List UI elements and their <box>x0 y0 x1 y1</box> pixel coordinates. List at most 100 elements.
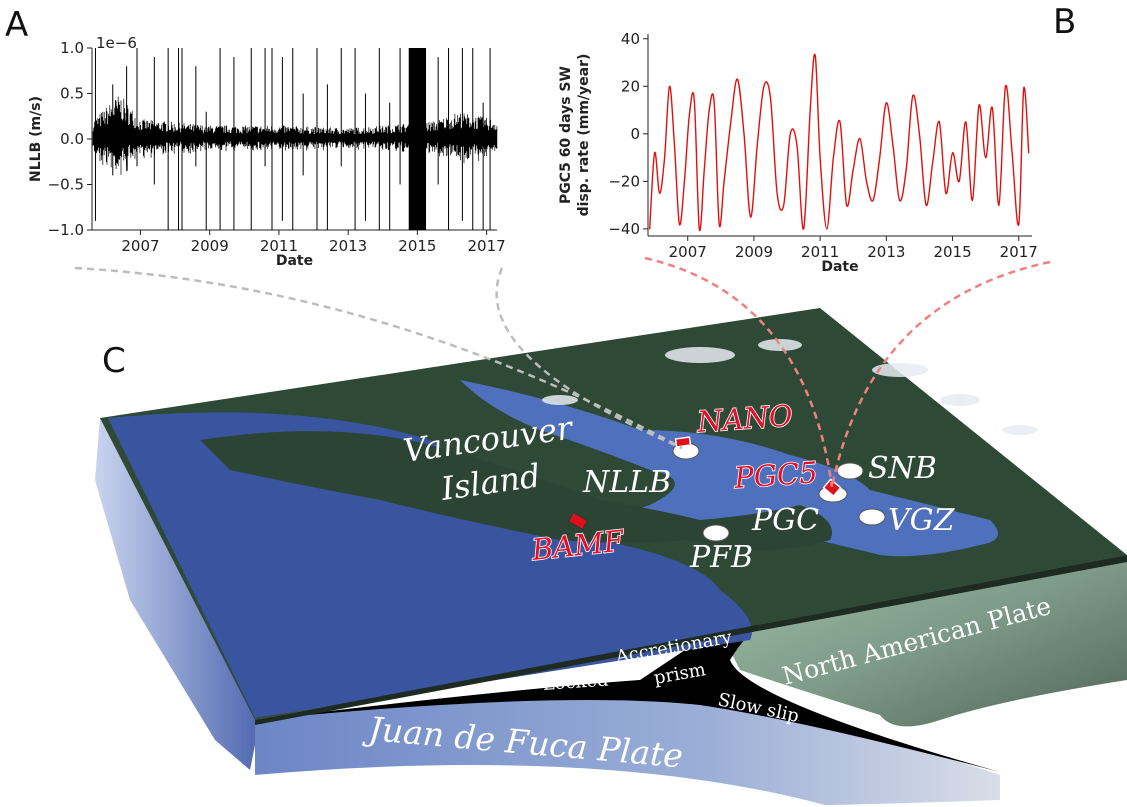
data-point <box>1028 152 1030 154</box>
x-tick-label: 2013 <box>329 237 367 255</box>
data-point <box>865 180 868 182</box>
block-diagram <box>95 308 1127 805</box>
data-point <box>668 85 671 87</box>
stations <box>567 436 886 542</box>
y-tick-label: −1.0 <box>48 221 84 239</box>
data-point <box>708 109 710 111</box>
data-point <box>899 199 901 201</box>
x-tick-label: 2011 <box>801 243 839 261</box>
x-tick-label: 2017 <box>468 237 506 255</box>
data-point <box>905 168 907 171</box>
data-point <box>678 223 681 225</box>
data-point <box>892 145 894 147</box>
data-point <box>945 192 947 194</box>
x-tick-label: 2015 <box>933 243 971 261</box>
x-tick-label: 2009 <box>735 243 773 261</box>
nano-label: NANO <box>695 398 794 439</box>
panel-letter-c: C <box>102 341 126 381</box>
data-point <box>846 204 848 206</box>
data-point <box>912 95 914 97</box>
data-point <box>819 157 821 159</box>
data-point <box>952 152 954 154</box>
chart-b: 2007 2009 2011 2013 2015 2017 −40 −20 0 20 40 Date P… <box>558 30 1038 275</box>
data-point <box>809 109 811 111</box>
data-point <box>649 228 651 230</box>
x-axis-label: Date <box>276 253 313 269</box>
panel-letter-b: B <box>1053 2 1076 42</box>
data-point <box>978 104 980 106</box>
data-point <box>971 199 974 201</box>
data-point <box>688 114 691 116</box>
snow-patches <box>542 339 1038 435</box>
data-point <box>965 121 967 123</box>
data-point <box>743 133 745 135</box>
marker-pgc5 <box>822 478 842 498</box>
data-point <box>879 157 881 159</box>
data-point <box>938 121 940 123</box>
data-point <box>925 204 927 206</box>
data-point <box>783 204 785 206</box>
y-tick-label: 0 <box>630 125 640 143</box>
data-point <box>985 157 987 159</box>
y-axis-label: NLLB (m/s) <box>28 96 44 182</box>
panel-letter-a: A <box>5 5 28 45</box>
data-point <box>698 228 700 230</box>
data-point <box>852 168 854 171</box>
data-point <box>673 145 676 147</box>
data-point <box>826 228 828 230</box>
y-tick-label: 0.0 <box>60 130 84 148</box>
x-tick-label: 2011 <box>260 237 298 255</box>
ocean-area <box>108 412 752 718</box>
series-line <box>649 53 1030 232</box>
data-point <box>796 145 798 147</box>
data-point <box>932 161 934 163</box>
right-side-face <box>255 555 1127 725</box>
left-side-face <box>95 418 260 770</box>
data-point <box>736 78 739 80</box>
x-tick-label: 2007 <box>121 237 159 255</box>
data-point <box>713 102 715 104</box>
data-point <box>789 133 791 135</box>
data-point <box>1023 88 1025 90</box>
snb-label: SNB <box>868 451 937 486</box>
data-point <box>918 133 921 135</box>
y-tick-label: −0.5 <box>48 176 84 194</box>
data-point <box>776 192 778 194</box>
y-axis-label-line2: disp. rate (mm/year) <box>576 54 592 217</box>
callout-a-right <box>495 267 683 450</box>
station-vgz <box>858 508 886 526</box>
data-point <box>1004 85 1007 87</box>
data-point <box>664 157 666 159</box>
y-tick-label: 20 <box>621 77 640 95</box>
chart-a: 2007 2009 2011 2013 2015 2017 −1.0 −0.5 0.0 0.5 1.… <box>28 34 506 269</box>
data-point <box>885 102 887 104</box>
noise-trace <box>92 96 498 175</box>
data-point <box>769 97 772 99</box>
marker-bamf <box>567 511 589 531</box>
pgc5-label: PGC5 <box>732 455 818 495</box>
data-point <box>859 138 861 140</box>
locked-label: Locked <box>542 669 609 695</box>
data-point <box>718 223 720 225</box>
data-point <box>756 145 758 147</box>
data-point <box>998 204 1000 206</box>
data-point <box>1018 223 1020 225</box>
data-point <box>814 54 816 57</box>
pgc-label: PGC <box>751 503 819 538</box>
data-point <box>659 192 661 194</box>
data-point <box>803 228 805 230</box>
y-tick-label: 1.0 <box>60 39 84 57</box>
marker-nano <box>674 436 692 448</box>
y-scale-label: 1e−6 <box>96 34 137 52</box>
callout-lines <box>74 256 1051 488</box>
data-point <box>693 99 695 102</box>
data-point <box>991 107 993 109</box>
station-snb <box>836 462 864 480</box>
y-tick-label: −20 <box>608 172 640 190</box>
callout-b-left <box>644 256 834 488</box>
data-point <box>1011 152 1013 154</box>
nllb-label: NLLB <box>582 465 671 500</box>
data-point <box>723 180 725 182</box>
x-tick-label: 2015 <box>398 237 436 255</box>
